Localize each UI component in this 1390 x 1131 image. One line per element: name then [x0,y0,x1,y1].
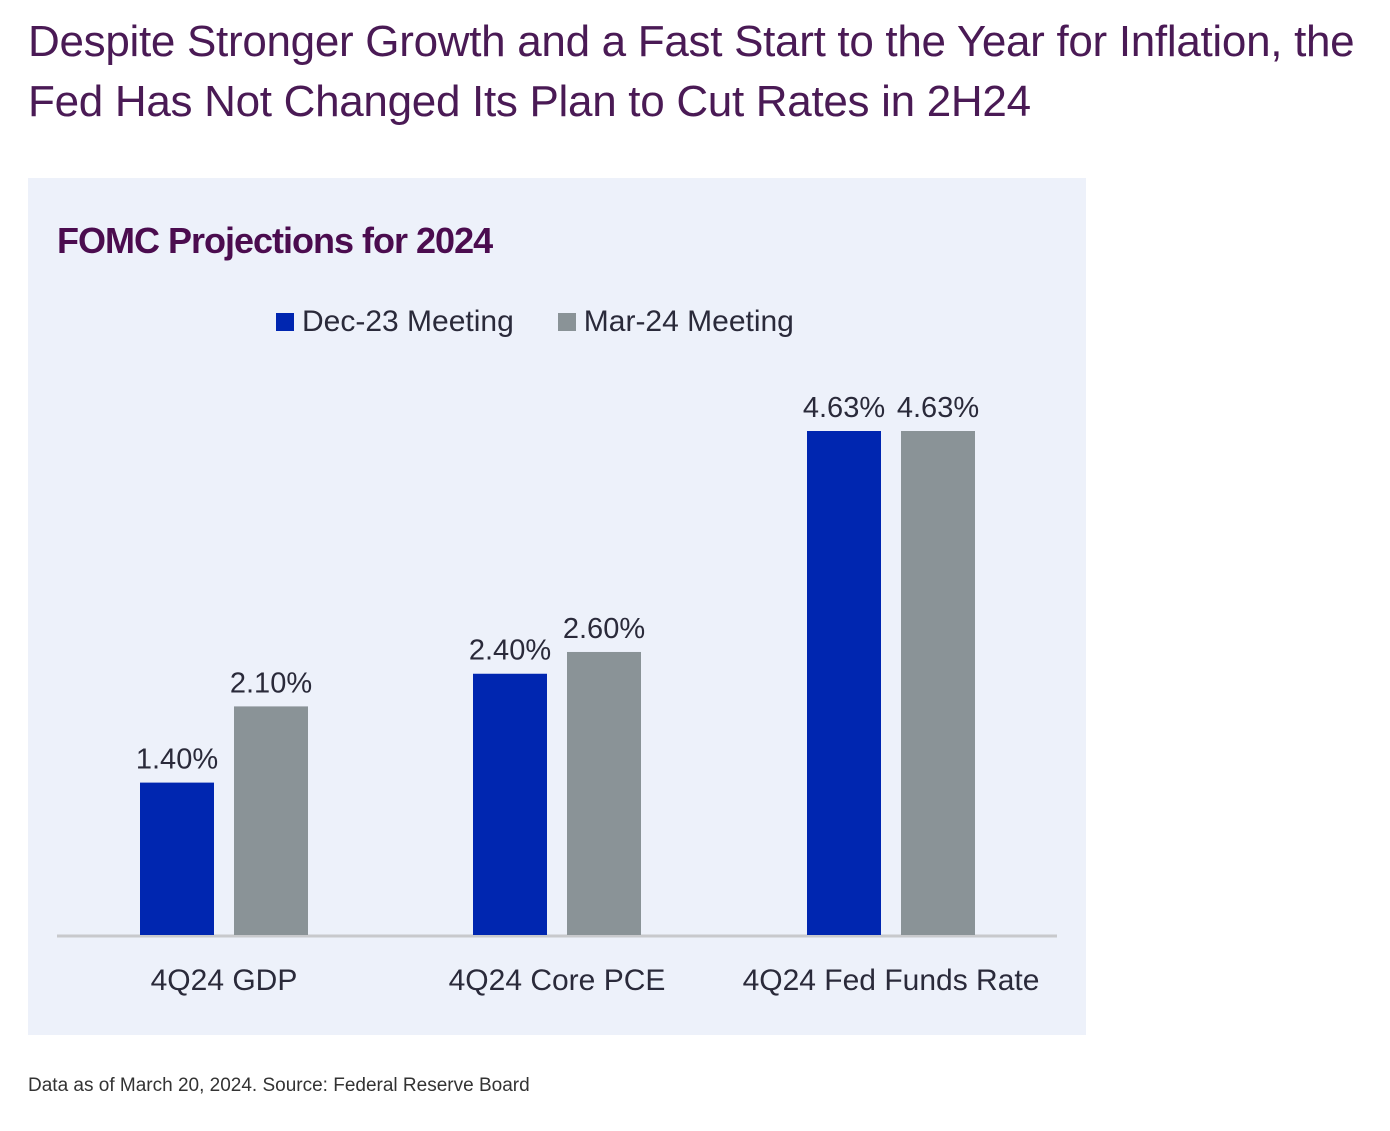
bar-mar-2 [901,431,975,935]
legend-item-dec: Dec-23 Meeting [276,305,514,339]
data-label-mar-0: 2.10% [230,667,312,699]
footnote: Data as of March 20, 2024. Source: Feder… [28,1075,530,1096]
bar-dec-2 [807,431,881,935]
data-label-mar-2: 4.63% [897,392,979,424]
legend-swatch-dec [276,313,294,331]
legend-item-mar: Mar-24 Meeting [557,305,794,339]
bar-mar-0 [234,706,308,935]
x-tick-label-1: 4Q24 Core PCE [449,964,666,997]
page-headline: Despite Stronger Growth and a Fast Start… [28,17,1355,126]
data-label-dec-1: 2.40% [469,635,551,667]
bar-dec-1 [473,673,547,935]
bar-mar-1 [567,651,641,935]
chart-legend: Dec-23 Meeting Mar-24 Meeting [276,305,794,339]
legend-label-mar: Mar-24 Meeting [583,305,794,338]
legend-swatch-mar [557,313,576,331]
legend-label-dec: Dec-23 Meeting [302,305,514,338]
x-tick-label-2: 4Q24 Fed Funds Rate [743,964,1040,997]
chart-title: FOMC Projections for 2024 [57,220,493,261]
bar-dec-0 [140,782,214,935]
x-tick-label-0: 4Q24 GDP [151,964,298,997]
data-label-dec-2: 4.63% [803,392,885,424]
data-label-dec-0: 1.40% [136,744,218,776]
data-label-mar-1: 2.60% [563,613,645,645]
